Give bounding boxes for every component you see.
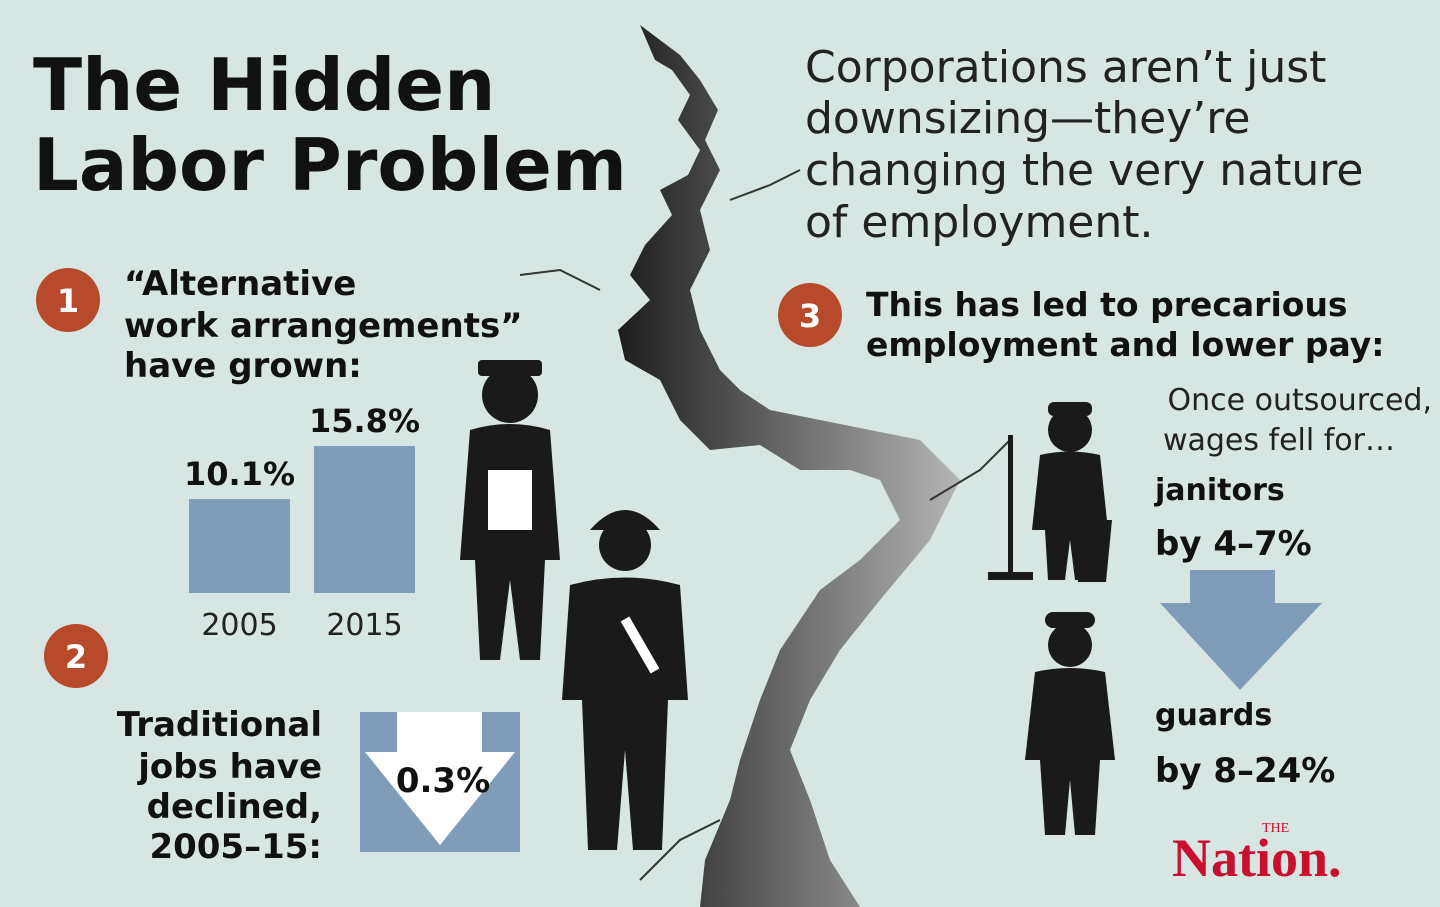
step-number: 2	[65, 638, 87, 676]
category-label: 2015	[326, 608, 402, 643]
title: Labor Problem	[33, 123, 627, 207]
value-label: 15.8%	[309, 402, 420, 440]
heading: employment and lower pay:	[866, 325, 1384, 364]
text: Traditional	[117, 705, 322, 745]
heading: work arrangements”	[124, 306, 523, 346]
janitor-icon	[988, 402, 1112, 582]
wage-change: by 8–24%	[1155, 751, 1335, 791]
crack-branch	[729, 169, 801, 201]
decline-label: 0.3%	[396, 761, 490, 801]
heading: have grown:	[124, 346, 362, 386]
step-badge	[44, 624, 108, 688]
heading: This has led to precarious	[866, 285, 1348, 324]
crack-branch	[929, 439, 1011, 501]
title: The Hidden	[33, 43, 495, 127]
heading: “Alternative	[124, 264, 356, 304]
crack	[618, 25, 960, 907]
subtitle: changing the very nature	[805, 145, 1364, 196]
bar-chart: 10.1% 2005 15.8% 2015	[184, 402, 420, 643]
crack-branch	[519, 268, 601, 291]
logo: Nation.	[1172, 828, 1342, 888]
subtitle: downsizing—they’re	[805, 93, 1250, 144]
step-number: 3	[799, 297, 821, 335]
down-arrow	[365, 712, 515, 845]
step-badge	[778, 283, 842, 347]
text: 2005–15:	[149, 827, 322, 867]
crack-branch	[639, 819, 721, 881]
job-label: janitors	[1154, 473, 1285, 508]
step-number: 1	[57, 282, 79, 320]
intro: wages fell for…	[1163, 423, 1395, 458]
category-label: 2005	[201, 608, 277, 643]
job-label: guards	[1155, 698, 1272, 733]
text: jobs have	[136, 747, 322, 787]
subtitle: of employment.	[805, 197, 1154, 248]
guard-icon	[1025, 612, 1115, 835]
worker-icon	[562, 510, 688, 850]
subtitle: Corporations aren’t just	[805, 42, 1326, 93]
logo-small: THE	[1262, 821, 1289, 836]
value-label: 10.1%	[184, 455, 295, 493]
bar	[314, 446, 415, 593]
intro: Once outsourced,	[1168, 383, 1432, 418]
wage-change: by 4–7%	[1155, 524, 1312, 564]
bar	[189, 499, 290, 593]
text: declined,	[147, 787, 322, 827]
down-arrow	[1160, 570, 1322, 690]
maid-icon	[460, 360, 560, 660]
step-badge	[36, 268, 100, 332]
